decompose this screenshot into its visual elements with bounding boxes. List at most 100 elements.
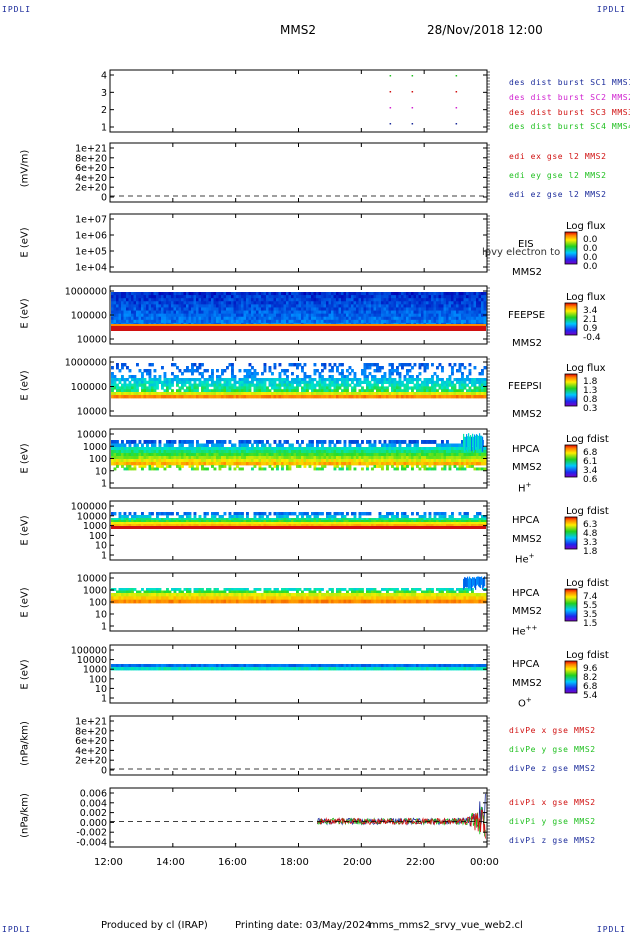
feepsi-mid-cell [193, 383, 197, 387]
feepsi-low-cell [383, 392, 387, 396]
feepse-spectrogram-cell [423, 307, 427, 311]
feepsi-low-cell [258, 395, 262, 399]
feepsi-mid-cell [238, 378, 242, 382]
feepsi-mid-cell [371, 386, 374, 390]
hpca-h-core-cell [363, 459, 367, 463]
feepsi-mid-cell [248, 389, 252, 393]
feepse-spectrogram-cell [233, 316, 237, 321]
hpca-he-top-cell [318, 512, 322, 516]
hpca-h-core-cell [121, 462, 124, 466]
hpca-h-low-cell [271, 467, 274, 471]
feepsi-mid-cell [201, 389, 204, 393]
hpca-he-yellow-cell [351, 522, 354, 525]
hpca-hepp-top-cell [206, 588, 209, 591]
feepse-spectrogram-cell [301, 316, 304, 321]
feepse-spectrogram-cell [141, 298, 144, 302]
hpca-he-yellow-cell [391, 524, 394, 527]
feepsi-mid-cell [286, 378, 289, 382]
hpca-h-core-cell [348, 462, 352, 466]
hpca-h-core-cell [376, 462, 379, 466]
feepse-spectrogram-cell [203, 307, 207, 311]
feepsi-mid-cell [206, 380, 209, 384]
hpca-h-core-cell [416, 450, 419, 454]
hpca-h-core-cell [153, 453, 157, 457]
feepse-spectrogram-cell [258, 307, 262, 311]
hpca-h-core-cell [228, 459, 232, 463]
hpca-h-core-cell [268, 459, 272, 463]
feepsi-sparse-top-cell [298, 363, 302, 367]
feepse-spectrogram-cell [373, 319, 377, 324]
feepsi-mid-cell [218, 386, 222, 390]
feepsi-low-cell [201, 392, 204, 396]
hpca-hepp-top-cell [238, 588, 242, 591]
feepse-spectrogram-cell [363, 292, 367, 296]
feepsi-mid-cell [283, 378, 287, 382]
hpca-he-green-cell [398, 520, 402, 523]
hpca-h-core-cell [268, 450, 272, 454]
feepsi-mid-cell [386, 378, 389, 382]
feepse-spectrogram-cell [118, 304, 122, 308]
feepse-spectrogram-cell [193, 313, 197, 318]
feepse-spectrogram-cell [476, 319, 479, 324]
feepse-spectrogram-cell [386, 313, 389, 318]
feepse-spectrogram-cell [383, 319, 387, 324]
feepse-spectrogram-cell [348, 301, 352, 305]
hpca-hepp-top-cell [111, 588, 114, 591]
feepse-spectrogram-cell [298, 304, 302, 308]
hpca-he-green-cell [171, 518, 174, 521]
feepsi-sparse-top-cell [118, 369, 122, 373]
feepse-spectrogram-cell [286, 292, 289, 296]
feepse-spectrogram-cell [223, 319, 227, 324]
hpca-h-core-cell [398, 462, 402, 466]
feepse-spectrogram-cell [193, 319, 197, 324]
hpca-he-top-cell [233, 515, 237, 519]
feepsi-mid-cell [233, 383, 237, 387]
hpca-h-core-cell [463, 459, 467, 463]
feepse-spectrogram-cell [123, 304, 127, 308]
hpca-h-core-cell [141, 459, 144, 463]
hpca-he-green-cell [353, 518, 357, 521]
feepse-spectrogram-cell [351, 292, 354, 296]
hpca-h-core-cell [446, 456, 449, 460]
feepse-spectrogram-cell [463, 292, 467, 296]
feepse-spectrogram-cell [176, 292, 179, 296]
feepse-spectrogram-cell [421, 304, 424, 308]
feepsi-mid-cell [158, 378, 162, 382]
hpca-h-core-cell [123, 456, 127, 460]
feepse-spectrogram-cell [263, 301, 267, 305]
hpca-he-green-cell [401, 520, 404, 523]
feepse-spectrogram-cell [393, 313, 397, 318]
hpca-he-top-cell [358, 515, 362, 519]
feepsi-low-cell [266, 392, 269, 396]
feepsi-mid-cell [458, 383, 462, 387]
feepse-spectrogram-cell [251, 316, 254, 321]
feepse-spectrogram-cell [216, 295, 219, 299]
feepse-spectrogram-cell [361, 313, 364, 318]
hpca-he-yellow-cell [391, 522, 394, 525]
hpca-hepp-top-cell [156, 590, 159, 594]
feepse-spectrogram-cell [116, 298, 119, 302]
feepse-spectrogram-cell [218, 298, 222, 302]
feepsi-low-cell [398, 395, 402, 399]
feepse-spectrogram-cell [353, 298, 357, 302]
feepse-spectrogram-cell [148, 292, 152, 296]
feepsi-mid-cell [166, 383, 169, 387]
feepse-spectrogram-cell [293, 310, 297, 315]
hpca-he-green-cell [238, 518, 242, 521]
hpca-he-top-cell [423, 515, 427, 519]
feepsi-sparse-top-cell [366, 366, 369, 370]
feepse-spectrogram-cell [173, 319, 177, 324]
feepse-spectrogram-cell [368, 301, 372, 305]
feepse-spectrogram-cell [326, 316, 329, 321]
feepse-spectrogram-cell [236, 313, 239, 318]
hpca-h-core-cell [126, 462, 129, 466]
hpca-he-top-cell [328, 515, 332, 519]
feepse-spectrogram-cell [211, 295, 214, 299]
hpca-he-green-cell [468, 520, 472, 523]
hpca-he-green-cell [336, 518, 339, 521]
feepsi-low-cell [368, 395, 372, 399]
feepsi-mid-cell [226, 389, 229, 393]
feepsi-low-cell [136, 392, 139, 396]
hpca-h-core-cell [408, 459, 412, 463]
hpca-h-core-cell [156, 453, 159, 457]
